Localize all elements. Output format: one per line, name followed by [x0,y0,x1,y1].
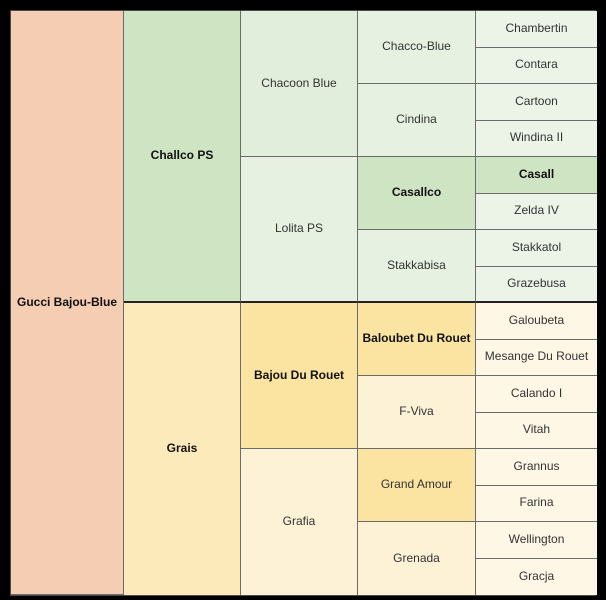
horse-gen4: Farina [476,485,597,522]
horse-gen4: Chambertin [476,11,597,48]
horse-gen4: Gracja [476,558,597,595]
horse-dam-sire: Bajou Du Rouet [241,303,358,449]
horse-dam-dam: Grafia [241,449,358,595]
horse-gen3: F-Viva [358,376,476,449]
horse-gen4: Contara [476,47,597,84]
horse-gen4: Vitah [476,412,597,449]
pedigree-chart: Gucci Bajou-Blue Challco PS Grais Chacoo… [10,10,597,596]
horse-gen3: Cindina [358,84,476,157]
horse-gen4: Zelda IV [476,193,597,230]
horse-gen4: Casall [476,157,597,194]
horse-gen3: Grand Amour [358,449,476,522]
horse-gen4: Galoubeta [476,303,597,340]
horse-gen4: Grannus [476,449,597,486]
horse-gen4: Stakkatol [476,230,597,267]
horse-gen4: Windina II [476,120,597,157]
horse-gen4: Calando I [476,376,597,413]
horse-gen4: Grazebusa [476,266,597,303]
horse-gen3: Chacco-Blue [358,11,476,84]
horse-sire-dam: Lolita PS [241,157,358,303]
horse-gen3: Grenada [358,522,476,595]
horse-gen3: Baloubet Du Rouet [358,303,476,376]
horse-sire: Challco PS [124,11,241,303]
horse-gen4: Wellington [476,522,597,559]
horse-gen3: Stakkabisa [358,230,476,303]
horse-gen4: Mesange Du Rouet [476,339,597,376]
horse-dam: Grais [124,303,241,595]
horse-root: Gucci Bajou-Blue [11,11,124,595]
horse-gen4: Cartoon [476,84,597,121]
horse-gen3: Casallco [358,157,476,230]
horse-sire-sire: Chacoon Blue [241,11,358,157]
